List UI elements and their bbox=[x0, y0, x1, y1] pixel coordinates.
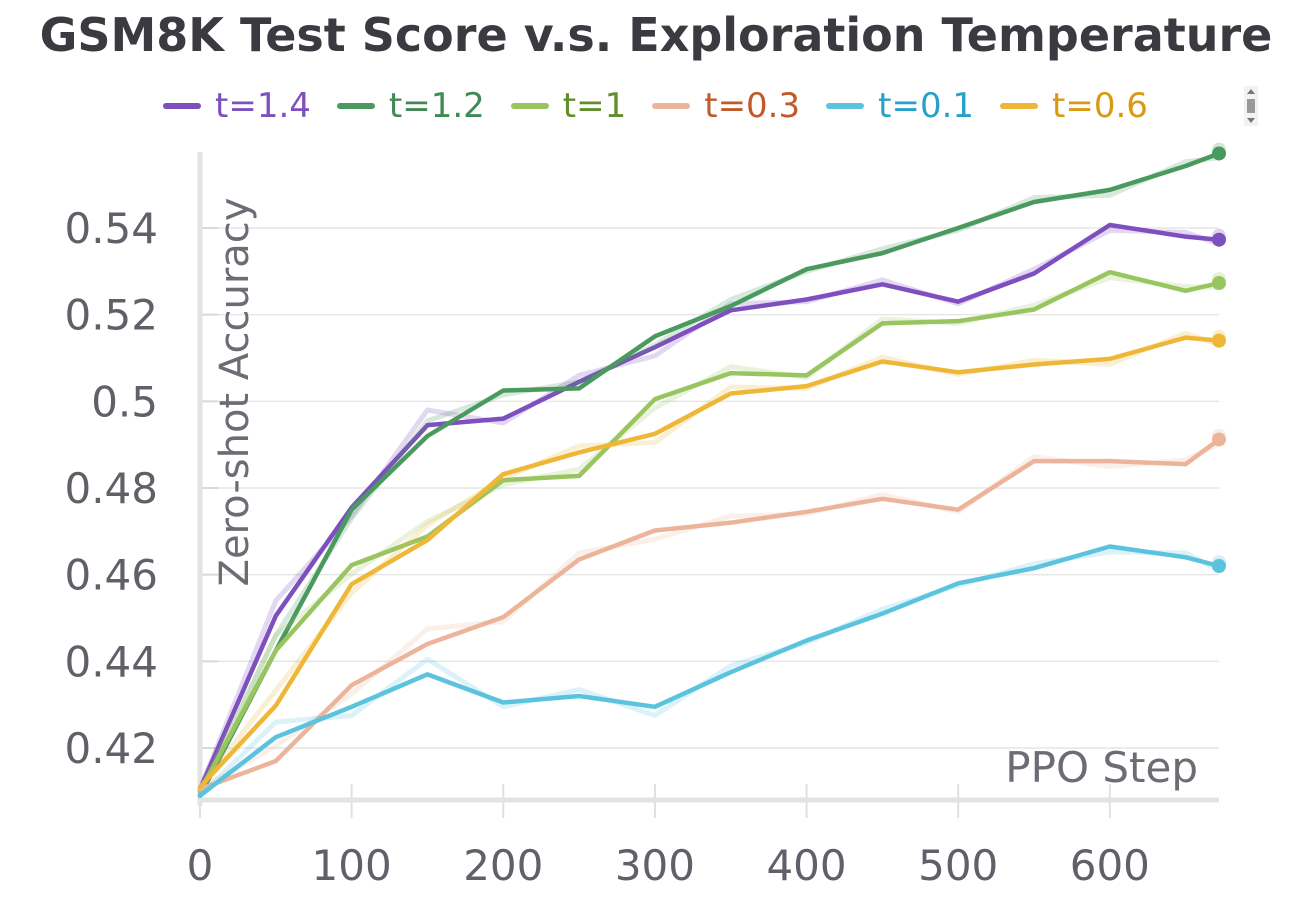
series-endpoint bbox=[1212, 276, 1226, 291]
series-line bbox=[197, 151, 1222, 798]
chart-legend: t=1.4 t=1.2 t=1 t=0.3 t=0.1 t=0.6 bbox=[163, 84, 1174, 128]
legend-swatch bbox=[652, 103, 691, 109]
legend-swatch bbox=[510, 103, 549, 109]
x-tick-label: 200 bbox=[463, 841, 543, 890]
series-t=1.2 bbox=[197, 142, 1226, 798]
legend-label: t=1 bbox=[562, 86, 627, 126]
legend-item[interactable]: t=0.1 bbox=[826, 86, 974, 126]
y-tick-label: 0.5 bbox=[91, 377, 158, 426]
x-tick-label: 100 bbox=[312, 841, 392, 890]
series-line bbox=[197, 437, 1222, 792]
y-axis-title: Zero-shot Accuracy bbox=[212, 198, 258, 587]
x-tick-label: 0 bbox=[187, 841, 214, 890]
series-endpoint bbox=[1212, 333, 1226, 348]
legend-item[interactable]: t=0.3 bbox=[652, 86, 800, 126]
series-endpoint bbox=[1212, 146, 1226, 161]
series-line bbox=[197, 222, 1222, 792]
chart-title: GSM8K Test Score v.s. Exploration Temper… bbox=[39, 8, 1273, 62]
legend-item[interactable]: t=0.6 bbox=[1000, 86, 1148, 126]
x-tick-label: 600 bbox=[1070, 841, 1150, 890]
series-endpoint bbox=[1212, 232, 1226, 247]
x-axis-title: PPO Step bbox=[1005, 743, 1198, 792]
legend-scroll-control[interactable] bbox=[1244, 86, 1258, 126]
legend-label: t=0.3 bbox=[704, 86, 801, 126]
x-tick-label: 300 bbox=[615, 841, 695, 890]
y-tick-label: 0.44 bbox=[64, 637, 158, 686]
legend-label: t=0.1 bbox=[878, 86, 975, 126]
legend-swatch bbox=[163, 103, 201, 109]
legend-swatch bbox=[1000, 103, 1039, 109]
legend-item[interactable]: t=1 bbox=[510, 86, 627, 126]
x-tick-label: 500 bbox=[918, 841, 998, 890]
legend-label: t=0.6 bbox=[1052, 86, 1148, 126]
x-tick-label: 400 bbox=[766, 841, 846, 890]
series-line bbox=[197, 544, 1222, 798]
y-tick-label: 0.48 bbox=[64, 464, 158, 513]
series-endpoint bbox=[1212, 559, 1226, 573]
series-line bbox=[197, 269, 1222, 794]
y-tick-label: 0.52 bbox=[64, 291, 158, 340]
series-t=1 bbox=[197, 269, 1226, 794]
series-endpoint bbox=[1212, 432, 1226, 447]
legend-item[interactable]: t=1.2 bbox=[336, 86, 485, 126]
legend-swatch bbox=[826, 103, 865, 109]
series-t=0.1 bbox=[197, 544, 1226, 798]
y-tick-label: 0.42 bbox=[64, 724, 158, 773]
series-line bbox=[197, 335, 1222, 790]
series-t=0.3 bbox=[197, 428, 1226, 792]
series-t=0.6 bbox=[197, 329, 1226, 790]
legend-label: t=1.2 bbox=[388, 86, 485, 126]
series-raw-line bbox=[198, 441, 1221, 792]
y-tick-label: 0.54 bbox=[64, 204, 158, 253]
legend-item[interactable]: t=1.4 bbox=[163, 86, 311, 126]
legend-swatch bbox=[336, 103, 375, 109]
legend-label: t=1.4 bbox=[215, 86, 311, 126]
y-tick-label: 0.46 bbox=[64, 551, 158, 600]
